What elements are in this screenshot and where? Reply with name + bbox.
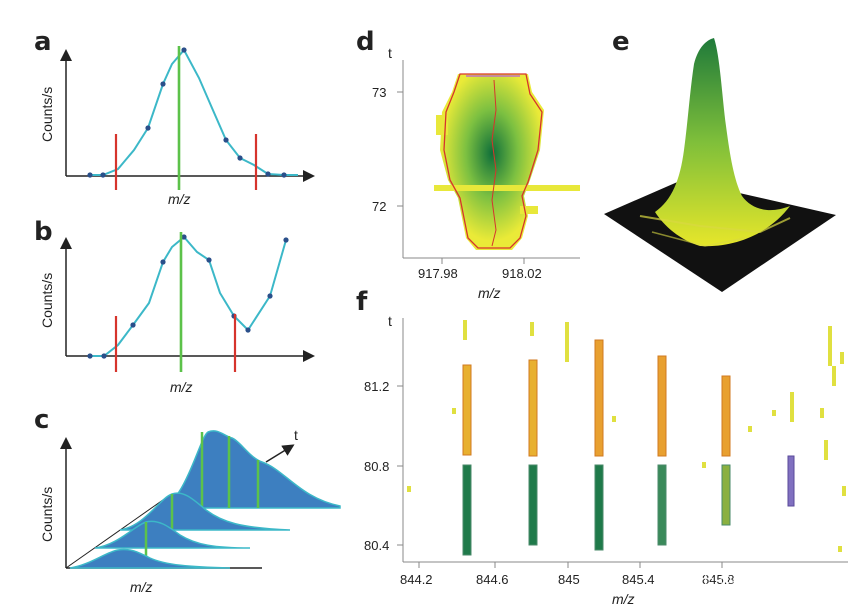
panel-a-xlabel: m/z — [168, 191, 191, 207]
panel-f-tlabel: t — [388, 313, 392, 329]
panel-c-xlabel: m/z — [130, 579, 153, 595]
panel-a-label: a — [34, 27, 52, 57]
panel-f-ytick-80-4: 80.4 — [364, 538, 389, 553]
panel-e-label: e — [612, 27, 630, 57]
panel-d-heatmap — [434, 73, 580, 250]
panel-f-label: f — [356, 287, 368, 317]
panel-c-ylabel: Counts/s — [39, 487, 55, 542]
panel-e-surface-peak — [655, 38, 790, 247]
panel-d-xtick-2: 918.02 — [502, 266, 542, 281]
panel-d-xlabel: m/z — [478, 285, 501, 301]
panel-f-xtick-1: 844.2 — [400, 572, 433, 587]
panel-a-points — [87, 47, 287, 178]
panel-f-isotope-traces — [407, 320, 846, 556]
panel-d-ytick-72: 72 — [372, 199, 386, 214]
panel-a-ylabel: Counts/s — [39, 87, 55, 142]
panel-b-curve — [90, 235, 287, 357]
panel-c-slice-3 — [119, 492, 291, 531]
panel-c-slice-2 — [94, 520, 251, 549]
panel-b-ylabel: Counts/s — [39, 273, 55, 328]
panel-d-ytick-73: 73 — [372, 85, 386, 100]
panel-f-ytick-81-2: 81.2 — [364, 379, 389, 394]
panel-f-ytick-80-8: 80.8 — [364, 459, 389, 474]
panel-d-tlabel: t — [388, 45, 392, 61]
panel-b: b Counts/s m/z — [34, 217, 315, 395]
panel-f-xtick-4: 845.4 — [622, 572, 655, 587]
panel-f-xtick-3: 845 — [558, 572, 580, 587]
panel-f-xtick-2: 844.6 — [476, 572, 509, 587]
panel-e: e — [604, 27, 836, 292]
panel-f: f t 81.2 80.8 80.4 844.2 844.6 845 845.4… — [356, 287, 848, 607]
watermark: 知乎 @欧易生物 — [680, 569, 804, 589]
panel-d: d t 73 72 917.98 918.02 m/z — [356, 27, 580, 301]
panel-b-points — [87, 234, 289, 359]
panel-c-depth-axis — [65, 494, 171, 569]
panel-f-xlabel: m/z — [612, 591, 635, 607]
panel-d-xtick-1: 917.98 — [418, 266, 458, 281]
panel-d-label: d — [356, 27, 375, 57]
panel-a: a Counts/s m/z — [34, 27, 315, 207]
panel-f-xtick-5: 845.8 — [702, 572, 735, 587]
panel-b-label: b — [34, 217, 53, 247]
panel-c-label: c — [34, 405, 49, 435]
panel-b-xlabel: m/z — [170, 379, 193, 395]
panel-c-time-label: t — [294, 427, 298, 443]
panel-c-slice-4 — [159, 430, 341, 509]
panel-a-curve — [90, 48, 298, 176]
panel-c-time-arrow — [265, 444, 295, 463]
panel-c-slice-1 — [69, 548, 231, 569]
panel-c: c Counts/s m/z t — [34, 405, 341, 595]
